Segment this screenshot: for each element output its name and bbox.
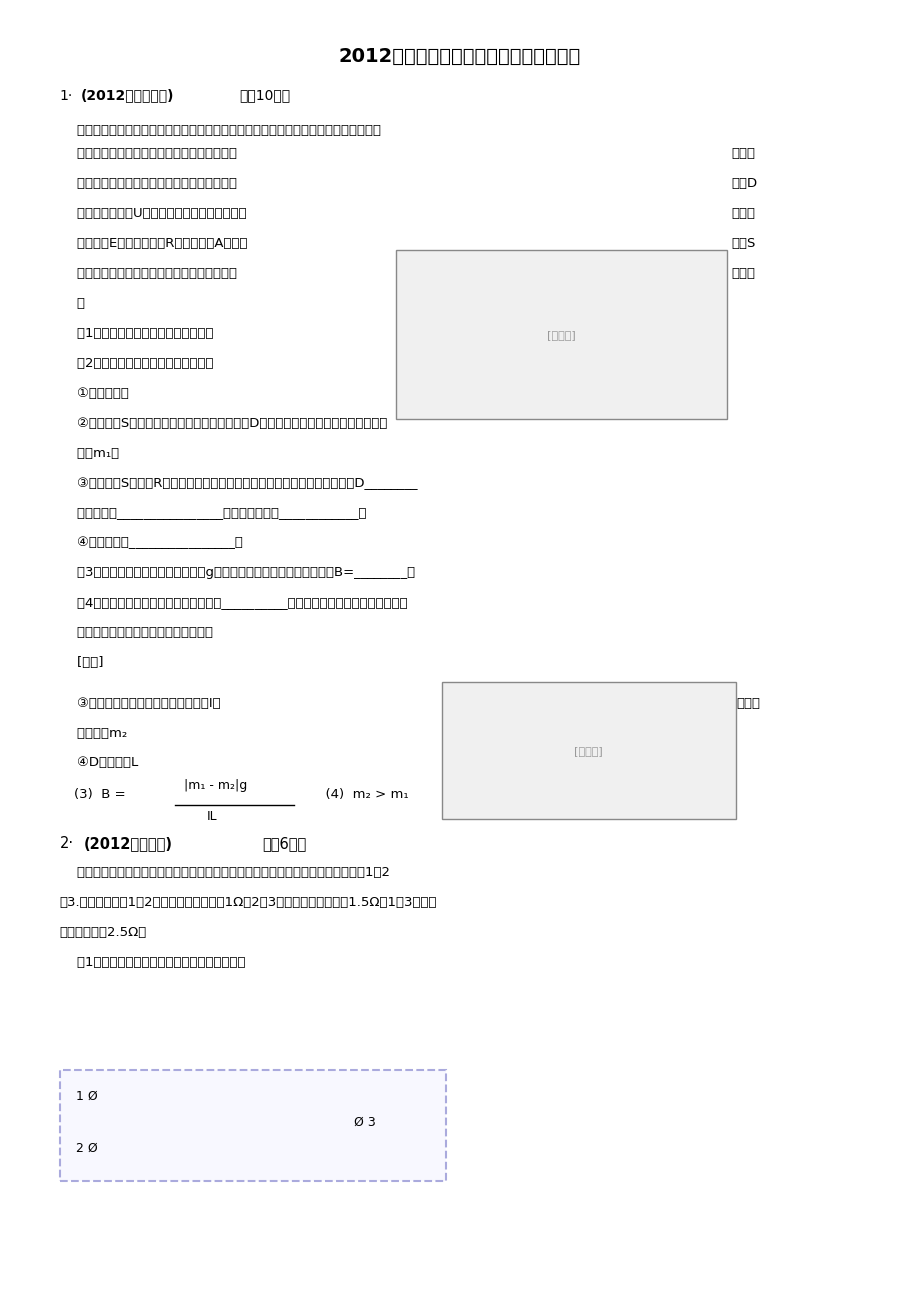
Text: 1·: 1· [60, 89, 73, 103]
Text: 场中所受的安培力，来测量磁场的磁感应强度: 场中所受的安培力，来测量磁场的磁感应强度 [60, 147, 236, 160]
Text: Ø 3: Ø 3 [354, 1116, 376, 1129]
Text: 。: 。 [60, 297, 85, 310]
Text: 1 Ø: 1 Ø [76, 1090, 98, 1103]
Text: ；然后读出________________，并用天平称出____________。: ；然后读出________________，并用天平称出____________… [60, 506, 366, 519]
Text: [电路图]: [电路图] [546, 329, 575, 340]
Text: （1）在图中画线连接成实验电路图。: （1）在图中画线连接成实验电路图。 [60, 327, 213, 340]
Text: IL: IL [207, 810, 218, 823]
Text: |m₁ - m₂|g: |m₁ - m₂|g [184, 779, 247, 792]
Text: (2012全国理综): (2012全国理综) [84, 836, 173, 852]
Text: 【解析与答案】: 【解析与答案】 [60, 1122, 119, 1137]
Text: [答案图]: [答案图] [573, 746, 603, 755]
Bar [395, 250, 726, 419]
Text: 其中D: 其中D [731, 177, 756, 190]
Text: 反之，磁感应强度方向垂直纸面向里。: 反之，磁感应强度方向垂直纸面向里。 [60, 626, 212, 639]
Text: 2 Ø: 2 Ø [76, 1142, 98, 1155]
Text: 图中虚线框内存在一沿水平方向、且与纸面垂直的匀强磁场。现通过测量通电导线在磁: 图中虚线框内存在一沿水平方向、且与纸面垂直的匀强磁场。现通过测量通电导线在磁 [60, 124, 380, 137]
Text: 之间的电阻为2.5Ω。: 之间的电阻为2.5Ω。 [60, 926, 147, 939]
Text: ．（10分）: ．（10分） [239, 89, 290, 103]
Text: （2）如果将1、3接线柱用导线连接起来，1、2接线柱之间的电阻为______Ω。: （2）如果将1、3接线柱用导线连接起来，1、2接线柱之间的电阻为______Ω。 [60, 1091, 392, 1104]
Bar [441, 682, 735, 819]
Text: 质量m₁。: 质量m₁。 [60, 447, 119, 460]
Text: ．（6分）: ．（6分） [262, 836, 306, 852]
Text: ④用米尺测量________________。: ④用米尺测量________________。 [60, 536, 243, 549]
Text: 沙的质量m₂: 沙的质量m₂ [60, 727, 127, 740]
Text: ②保持开关S断开，在托盘内加入适量细沙，使D处于平衡状态；然后用天平称出细沙: ②保持开关S断开，在托盘内加入适量细沙，使D处于平衡状态；然后用天平称出细沙 [60, 417, 387, 430]
Text: （4）判定磁感应强度方向的方法是：若__________，磁感应强度方向垂直纸面向外；: （4）判定磁感应强度方向的方法是：若__________，磁感应强度方向垂直纸面… [60, 596, 407, 609]
Text: 表；S: 表；S [731, 237, 754, 250]
FancyBboxPatch shape [60, 1070, 446, 1181]
Text: [答案]: [答案] [60, 656, 103, 669]
Text: (4)  m₂ > m₁: (4) m₂ > m₁ [317, 788, 409, 801]
Text: 另等长；E为直流电源；R为电阻箱；A为电流: 另等长；E为直流电源；R为电阻箱；A为电流 [60, 237, 247, 250]
Text: ④D的底边长L: ④D的底边长L [60, 756, 138, 769]
Text: ①接图接线。: ①接图接线。 [60, 387, 129, 400]
Text: （3）用测量的物理量和重力加速度g表示磁感应强度的大小，可以得出B=________。: （3）用测量的物理量和重力加速度g表示磁感应强度的大小，可以得出B=______… [60, 566, 414, 579]
Text: 2·: 2· [60, 836, 74, 852]
Text: (2012全国新课标): (2012全国新课标) [81, 89, 175, 103]
Text: （1）在虚线框中画出黑箱中的电阻连接方式；: （1）在虚线框中画出黑箱中的电阻连接方式； [60, 956, 245, 969]
Text: 为开关；托盘有细沙、天平、米尺和导电导线: 为开关；托盘有细沙、天平、米尺和导电导线 [60, 267, 236, 280]
Text: 质导线: 质导线 [731, 267, 754, 280]
Text: 在黑箱内有一由四个阻值相同的电阻构成的串并联电路，黑箱面板上有三个接线柱1、2: 在黑箱内有一由四个阻值相同的电阻构成的串并联电路，黑箱面板上有三个接线柱1、2 [60, 866, 390, 879]
Text: ③重新处于平衡状态，电流表的示数I，: ③重新处于平衡状态，电流表的示数I， [60, 697, 221, 710]
Text: 2012年高考物理试题分类汇编：电学实验: 2012年高考物理试题分类汇编：电学实验 [338, 47, 581, 66]
Text: 、3.用欧姆表测得1、2接线柱之间的电阻为1Ω，2、3接线柱之间的电阻为1.5Ω，1、3接线柱: 、3.用欧姆表测得1、2接线柱之间的电阻为1Ω，2、3接线柱之间的电阻为1.5Ω… [60, 896, 437, 909]
Text: 边竖直: 边竖直 [731, 207, 754, 220]
Text: ③闭合开关S，调节R的值使电流大小适当，在托盘内重新加入适量细沙，使D________: ③闭合开关S，调节R的值使电流大小适当，在托盘内重新加入适量细沙，使D_____… [60, 477, 417, 490]
Text: 此时细: 此时细 [735, 697, 759, 710]
Text: 并判定其方向。所用部分器材已在图中给出，: 并判定其方向。所用部分器材已在图中给出， [60, 177, 236, 190]
Text: 为位于纸面内的U形金属框，其底边水平，两侧: 为位于纸面内的U形金属框，其底边水平，两侧 [60, 207, 246, 220]
Text: (3)  B =: (3) B = [74, 788, 125, 801]
Text: 大小、: 大小、 [731, 147, 754, 160]
Text: （2）完成下列主要实验步骤中的填空: （2）完成下列主要实验步骤中的填空 [60, 357, 213, 370]
